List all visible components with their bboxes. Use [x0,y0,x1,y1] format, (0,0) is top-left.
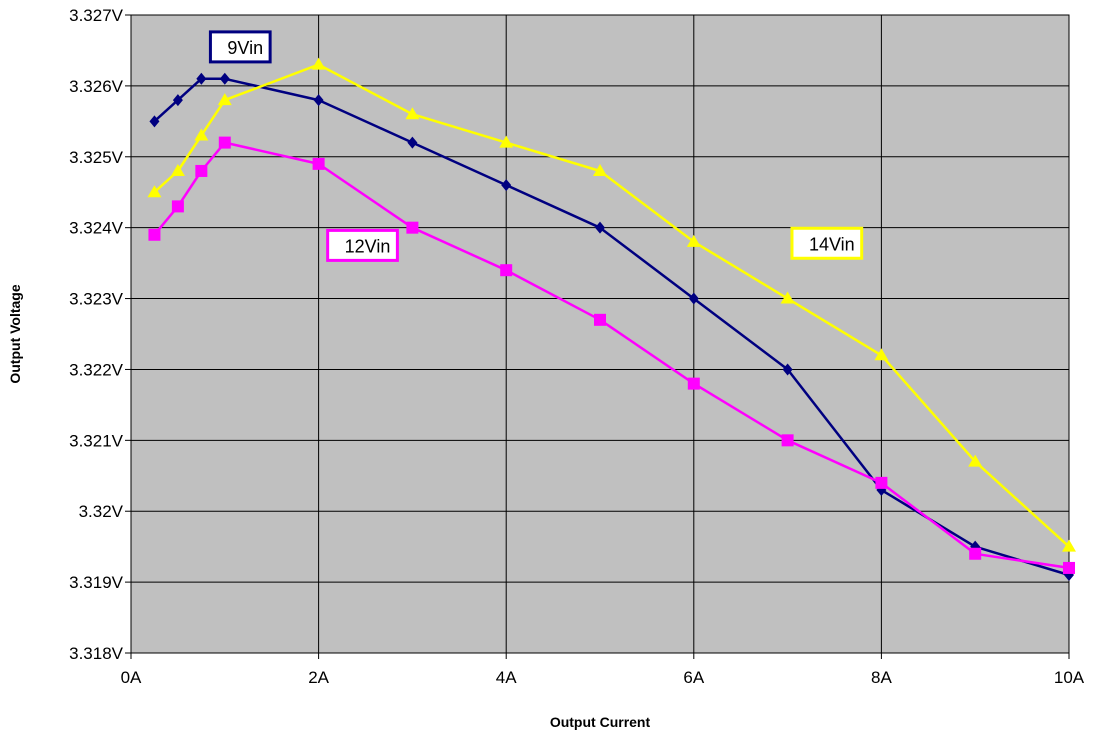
x-tick-label: 8A [871,668,892,687]
data-point-9vin [595,221,605,234]
data-point-12vin [1063,561,1075,574]
data-point-9vin [172,94,183,107]
data-point-14vin [217,93,232,106]
data-point-9vin [149,115,160,128]
y-tick-label: 3.324V [69,219,124,238]
series-label-box [208,30,272,64]
x-tick-label: 0A [121,668,142,687]
data-point-14vin [968,454,983,467]
data-point-14vin [311,57,326,70]
y-tick-label: 3.326V [69,77,124,96]
y-tick-label: 3.318V [69,644,124,663]
y-tick-label: 3.327V [69,6,124,25]
data-point-14vin [780,291,795,304]
series-layer [147,57,1076,582]
y-tick-label: 3.32V [79,502,124,521]
data-point-9vin [219,72,230,85]
y-tick-label: 3.319V [69,573,124,592]
series-label-box [326,228,399,262]
series-14vin [147,57,1076,552]
data-point-12vin [969,547,982,560]
data-point-12vin [195,164,208,177]
series-label-14vin: 14Vin [790,226,864,260]
data-point-9vin [313,94,324,107]
data-point-9vin [688,292,699,305]
y-tick-label: 3.325V [69,148,124,167]
data-point-14vin [147,185,162,198]
data-point-12vin [406,221,419,234]
data-point-12vin [312,157,325,170]
series-labels: 9Vin 12Vin 14Vin [208,30,864,262]
x-tick-label: 2A [308,668,329,687]
series-label-text: 12Vin [345,236,391,256]
data-point-14vin [593,163,607,176]
data-point-12vin [500,264,513,277]
data-point-12vin [594,313,606,326]
x-tick-label: 4A [496,668,517,687]
series-12vin [148,136,1075,574]
series-label-text: 9Vin [227,38,263,58]
data-point-12vin [171,200,184,213]
series-label-box [790,226,864,260]
series-label-9vin: 9Vin [208,30,272,64]
y-tick-label: 3.323V [69,290,124,309]
data-point-14vin [499,135,514,148]
x-tick-label: 6A [683,668,704,687]
series-label-12vin: 12Vin [326,228,399,262]
data-point-14vin [170,163,185,176]
y-tick-label: 3.321V [69,431,124,450]
y-axis-title: Output Voltage [7,284,23,383]
data-point-12vin [687,377,700,390]
data-point-14vin [686,234,701,247]
data-point-9vin [196,72,207,85]
data-point-9vin [407,136,418,149]
x-tick-label: 10A [1054,668,1085,687]
data-point-14vin [405,107,420,120]
data-point-9vin [501,179,512,192]
data-point-12vin [781,434,794,447]
data-point-12vin [875,476,888,489]
y-tick-label: 3.322V [69,360,124,379]
data-point-12vin [148,228,161,241]
plot-area [130,14,1070,654]
data-point-14vin [194,128,209,141]
gridlines [130,14,1070,654]
data-point-12vin [218,136,231,149]
x-axis-ticks: 0A 2A 4A 6A 8A 10A [121,653,1085,687]
series-label-text: 14Vin [809,234,855,254]
x-axis-title: Output Current [550,714,651,730]
data-point-14vin [874,348,889,361]
data-point-14vin [1062,539,1076,552]
data-point-9vin [782,363,793,376]
y-axis-ticks: 3.318V 3.319V 3.32V 3.321V 3.322V 3.323V 3.324… [69,6,131,663]
